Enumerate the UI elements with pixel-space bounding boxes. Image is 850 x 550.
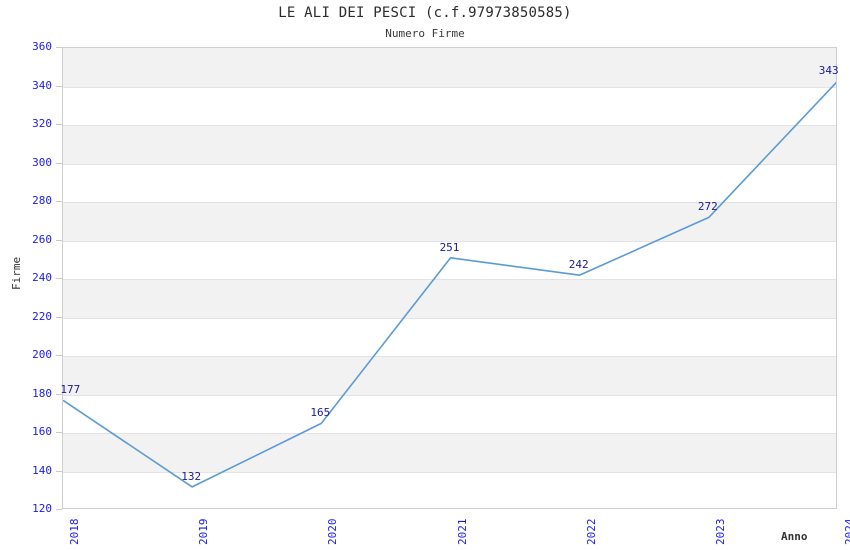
grid-band xyxy=(63,202,836,241)
x-axis-tick-label: 2019 xyxy=(197,518,211,546)
grid-band xyxy=(63,48,836,87)
grid-band xyxy=(63,279,836,318)
x-axis-title: Anno xyxy=(781,530,808,543)
point-value-label: 165 xyxy=(310,406,331,420)
chart-subtitle: Numero Firme xyxy=(385,27,465,40)
point-value-label: 251 xyxy=(439,240,460,254)
x-axis-tick-label: 2024 xyxy=(843,518,850,546)
point-value-label: 177 xyxy=(60,383,81,397)
y-axis-tick-label: 180 xyxy=(32,386,52,400)
gridline xyxy=(63,471,836,473)
gridline xyxy=(63,163,836,165)
y-axis-tick-label: 320 xyxy=(32,117,52,130)
y-axis-tick-mark xyxy=(56,239,62,241)
y-axis-tick-mark xyxy=(56,162,62,164)
y-axis-tick-label: 240 xyxy=(32,271,52,284)
x-axis-tick-label: 2023 xyxy=(713,518,727,546)
point-value-label: 132 xyxy=(181,469,202,483)
y-axis-tick-label: 140 xyxy=(32,463,52,477)
y-axis-tick-mark xyxy=(56,124,62,125)
gridline xyxy=(63,86,836,88)
series-path xyxy=(63,81,836,488)
x-axis-tick-label: 2022 xyxy=(584,518,598,546)
x-axis-tick-label: 2020 xyxy=(326,518,340,546)
gridline xyxy=(63,356,836,357)
y-axis-tick-label: 260 xyxy=(32,232,52,246)
y-axis-tick-mark xyxy=(56,509,62,510)
series-line xyxy=(63,81,836,488)
gridline xyxy=(63,317,836,319)
point-value-label: 343 xyxy=(818,63,839,77)
y-axis-tick-label: 160 xyxy=(32,425,52,438)
gridline xyxy=(63,433,836,434)
point-value-label: 242 xyxy=(568,258,589,272)
grid-band xyxy=(63,356,836,395)
y-axis-tick-label: 200 xyxy=(32,348,52,361)
y-axis-tick-label: 360 xyxy=(32,40,52,53)
y-axis-tick-mark xyxy=(56,432,62,433)
y-axis-tick-label: 220 xyxy=(32,309,52,323)
x-axis-tick-label: 2018 xyxy=(68,518,81,546)
plot-area xyxy=(62,47,837,509)
y-axis-tick-mark xyxy=(56,278,62,279)
x-axis-tick-label: 2021 xyxy=(455,518,469,546)
y-axis-tick-label: 300 xyxy=(32,155,52,169)
y-axis-tick-mark xyxy=(56,470,62,472)
y-axis-tick-label: 340 xyxy=(32,78,52,92)
y-axis-tick-mark xyxy=(56,47,62,48)
y-axis-tick-mark xyxy=(56,355,62,356)
gridline xyxy=(63,202,836,203)
gridline xyxy=(63,240,836,242)
grid-band xyxy=(63,433,836,472)
y-axis-tick-mark xyxy=(56,393,62,395)
gridline xyxy=(63,125,836,126)
y-axis-tick-label: 120 xyxy=(32,502,52,515)
y-axis-tick-mark xyxy=(56,316,62,318)
y-axis-tick-label: 280 xyxy=(32,194,52,207)
y-axis-tick-mark xyxy=(56,85,62,87)
gridline xyxy=(63,279,836,280)
y-axis-tick-mark xyxy=(56,201,62,202)
point-value-label: 272 xyxy=(697,200,718,214)
gridline xyxy=(63,394,836,396)
chart-title: LE ALI DEI PESCI (c.f.97973850585) xyxy=(278,5,572,21)
grid-band xyxy=(63,125,836,164)
